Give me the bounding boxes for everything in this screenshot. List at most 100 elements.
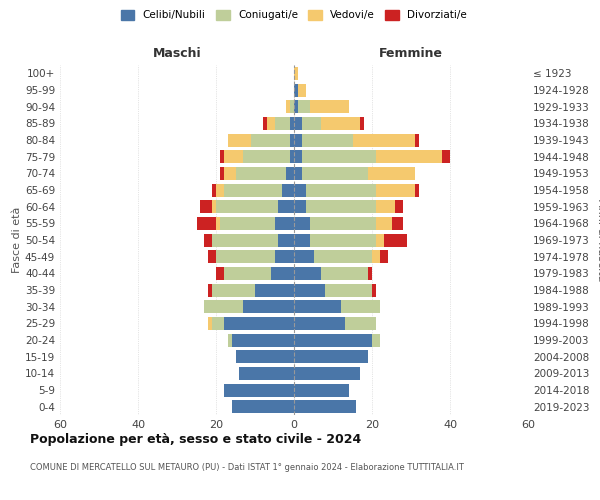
Bar — [200, 200, 212, 213]
Bar — [294, 100, 298, 113]
Bar — [294, 84, 298, 96]
Text: COMUNE DI MERCATELLO SUL METAURO (PU) - Dati ISTAT 1° gennaio 2024 - Elaborazion: COMUNE DI MERCATELLO SUL METAURO (PU) - … — [30, 462, 464, 471]
Bar — [353, 134, 415, 146]
Bar — [224, 184, 283, 196]
Bar — [294, 350, 368, 363]
Bar — [224, 167, 235, 180]
Bar — [228, 334, 232, 346]
Bar — [325, 284, 372, 296]
Bar — [294, 134, 302, 146]
Bar — [232, 400, 294, 413]
Bar — [235, 350, 294, 363]
Bar — [216, 184, 224, 196]
Bar — [415, 134, 419, 146]
Bar — [197, 217, 216, 230]
Bar — [220, 217, 275, 230]
Bar — [341, 300, 380, 313]
Bar — [232, 334, 294, 346]
Bar — [224, 317, 294, 330]
Bar — [224, 150, 244, 163]
Bar — [306, 184, 376, 196]
Y-axis label: Anni di nascita: Anni di nascita — [596, 198, 600, 281]
Bar — [286, 167, 294, 180]
Bar — [220, 167, 224, 180]
Bar — [294, 200, 306, 213]
Bar — [286, 100, 290, 113]
Bar — [228, 134, 251, 146]
Bar — [290, 100, 294, 113]
Bar — [376, 150, 442, 163]
Bar — [360, 117, 364, 130]
Bar — [294, 300, 341, 313]
Bar — [224, 384, 294, 396]
Bar — [220, 150, 224, 163]
Bar — [344, 317, 376, 330]
Bar — [294, 67, 298, 80]
Bar — [302, 134, 353, 146]
Bar — [294, 400, 356, 413]
Bar — [275, 117, 290, 130]
Bar — [294, 384, 349, 396]
Bar — [302, 167, 368, 180]
Bar — [275, 217, 294, 230]
Bar — [372, 284, 376, 296]
Bar — [310, 100, 349, 113]
Bar — [372, 334, 380, 346]
Bar — [212, 200, 216, 213]
Bar — [302, 150, 376, 163]
Bar — [294, 367, 360, 380]
Bar — [290, 117, 294, 130]
Bar — [294, 250, 314, 263]
Bar — [290, 134, 294, 146]
Bar — [255, 284, 294, 296]
Bar — [294, 184, 306, 196]
Bar — [376, 234, 384, 246]
Bar — [384, 234, 407, 246]
Bar — [302, 117, 322, 130]
Bar — [380, 250, 388, 263]
Bar — [294, 150, 302, 163]
Bar — [204, 234, 212, 246]
Bar — [368, 167, 415, 180]
Bar — [294, 267, 322, 280]
Bar — [239, 367, 294, 380]
Bar — [208, 284, 212, 296]
Bar — [271, 267, 294, 280]
Bar — [208, 317, 212, 330]
Bar — [244, 150, 290, 163]
Bar — [310, 234, 376, 246]
Bar — [294, 334, 372, 346]
Bar — [294, 217, 310, 230]
Bar — [251, 134, 290, 146]
Bar — [204, 300, 244, 313]
Bar — [376, 217, 392, 230]
Bar — [392, 217, 403, 230]
Bar — [208, 250, 216, 263]
Text: Maschi: Maschi — [152, 47, 202, 60]
Bar — [322, 267, 368, 280]
Bar — [212, 234, 278, 246]
Y-axis label: Fasce di età: Fasce di età — [12, 207, 22, 273]
Bar — [314, 250, 372, 263]
Bar — [290, 150, 294, 163]
Bar — [322, 117, 360, 130]
Bar — [368, 267, 372, 280]
Bar — [212, 284, 255, 296]
Bar — [294, 117, 302, 130]
Bar — [283, 184, 294, 196]
Bar — [216, 267, 224, 280]
Bar — [263, 117, 266, 130]
Bar — [294, 234, 310, 246]
Bar — [212, 184, 216, 196]
Bar — [372, 250, 380, 263]
Bar — [244, 300, 294, 313]
Bar — [298, 100, 310, 113]
Bar — [216, 217, 220, 230]
Bar — [415, 184, 419, 196]
Bar — [224, 267, 271, 280]
Bar — [294, 317, 344, 330]
Bar — [310, 217, 376, 230]
Bar — [442, 150, 450, 163]
Bar — [278, 200, 294, 213]
Bar — [376, 184, 415, 196]
